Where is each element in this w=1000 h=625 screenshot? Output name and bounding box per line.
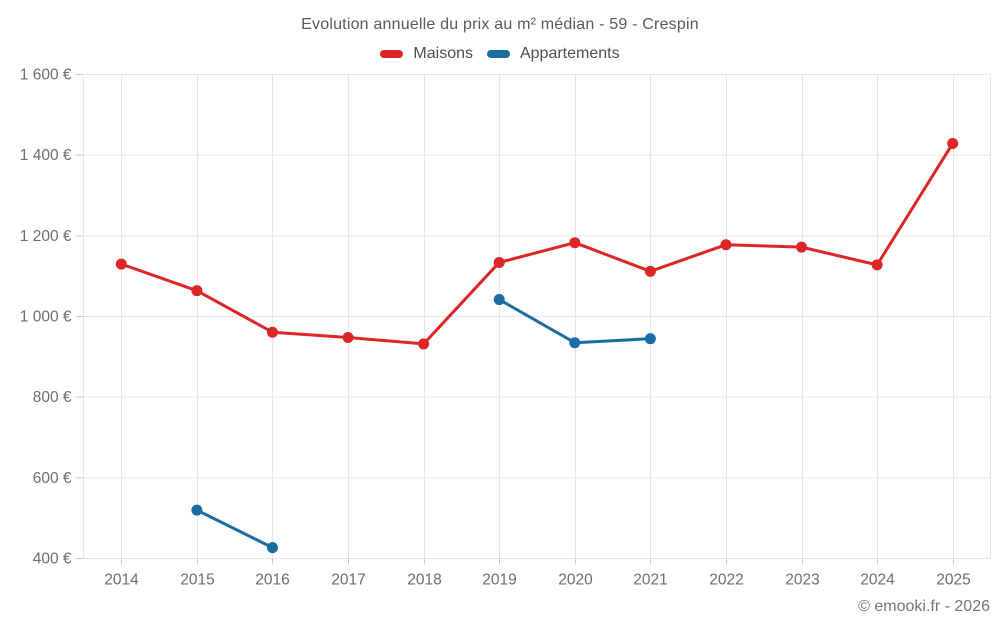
svg-text:2016: 2016 xyxy=(255,572,289,589)
svg-text:1 000 €: 1 000 € xyxy=(20,309,72,326)
svg-text:800 €: 800 € xyxy=(33,389,72,406)
svg-text:2021: 2021 xyxy=(633,572,667,589)
svg-text:1 200 €: 1 200 € xyxy=(20,228,72,245)
appartements-series-swatch-icon xyxy=(486,50,510,58)
svg-text:2018: 2018 xyxy=(407,572,441,589)
maisons-series-swatch-icon xyxy=(380,50,404,58)
svg-text:2014: 2014 xyxy=(104,572,139,589)
copyright: © emooki.fr - 2026 xyxy=(858,598,990,615)
legend: Maisons Appartements xyxy=(0,45,1000,63)
svg-text:2019: 2019 xyxy=(482,572,516,589)
svg-text:400 €: 400 € xyxy=(33,551,72,568)
svg-text:600 €: 600 € xyxy=(33,470,72,487)
legend-label-maisons: Maisons xyxy=(413,45,473,62)
svg-text:2023: 2023 xyxy=(785,572,819,589)
svg-text:2017: 2017 xyxy=(331,572,365,589)
svg-text:1 400 €: 1 400 € xyxy=(20,147,72,164)
legend-item-maisons[interactable]: Maisons xyxy=(380,45,473,63)
svg-text:2024: 2024 xyxy=(860,572,895,589)
legend-item-appartements[interactable]: Appartements xyxy=(486,45,620,63)
svg-text:2025: 2025 xyxy=(936,572,970,589)
legend-label-appartements: Appartements xyxy=(519,45,620,62)
chart-title: Evolution annuelle du prix au m² médian … xyxy=(301,16,699,33)
svg-text:2015: 2015 xyxy=(180,572,214,589)
svg-text:2022: 2022 xyxy=(709,572,743,589)
svg-text:2020: 2020 xyxy=(558,572,593,589)
svg-text:1 600 €: 1 600 € xyxy=(20,67,72,84)
